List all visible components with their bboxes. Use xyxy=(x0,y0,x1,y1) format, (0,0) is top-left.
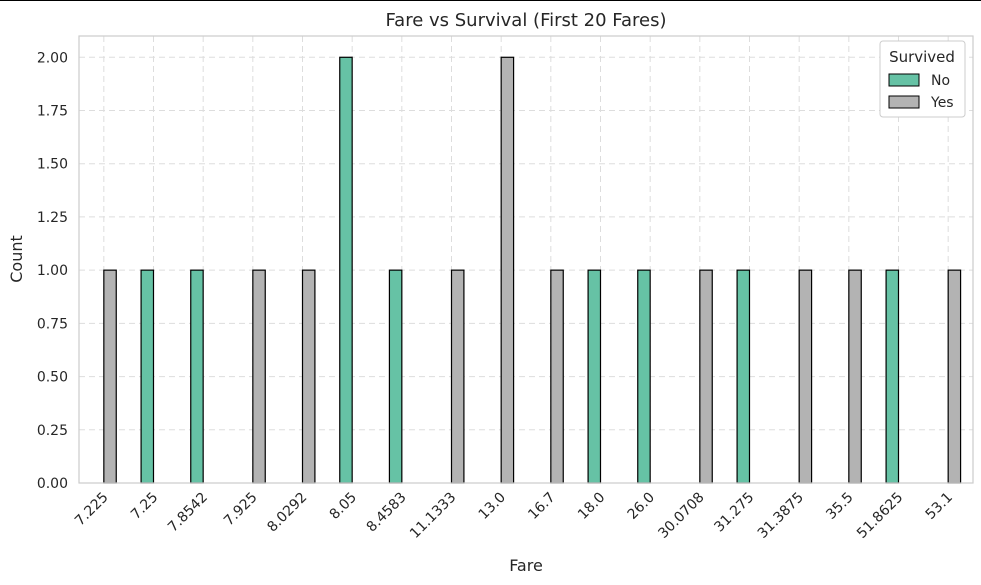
x-tick-label: 8.0292 xyxy=(264,490,310,536)
x-tick-label: 31.275 xyxy=(711,490,757,536)
bar-yes-7.225 xyxy=(103,269,117,484)
y-tick-label: 0.25 xyxy=(37,423,68,439)
y-tick-label: 1.50 xyxy=(37,157,68,173)
bar-yes-7.925 xyxy=(252,269,266,484)
y-tick-labels: 0.00 0.25 0.50 0.75 1.00 1.25 1.50 1.75 2.00 xyxy=(37,50,68,492)
legend-title: Survived xyxy=(889,48,955,66)
bar-yes-31.3875 xyxy=(798,269,813,484)
bar-no-31.275 xyxy=(736,269,751,484)
x-tick-label: 7.225 xyxy=(72,490,112,530)
bar-yes-13.0 xyxy=(500,56,515,484)
y-tick-label: 2.00 xyxy=(37,50,68,66)
bar-no-26.0 xyxy=(637,269,651,484)
bar-yes-16.7 xyxy=(550,269,564,484)
x-tick-label: 7.8542 xyxy=(165,490,211,536)
bar-no-7.25 xyxy=(140,269,155,484)
x-tick-label: 8.4583 xyxy=(364,490,410,536)
legend-label-yes: Yes xyxy=(930,95,954,111)
x-tick-label: 7.925 xyxy=(221,490,261,530)
bar-no-8.4583 xyxy=(388,269,403,484)
y-tick-label: 1.75 xyxy=(37,104,68,120)
x-tick-label: 13.0 xyxy=(476,490,509,523)
plot-frame xyxy=(78,35,974,484)
y-tick-label: 1.25 xyxy=(37,210,68,226)
x-tick-labels: 7.225 7.25 7.8542 7.925 8.0292 8.05 8.458311.1… xyxy=(72,490,956,542)
bar-yes-53.1 xyxy=(947,269,962,484)
x-tick-label: 26.0 xyxy=(625,490,658,523)
bar-no-51.8625 xyxy=(885,269,900,484)
x-tick-label: 51.8625 xyxy=(854,490,906,542)
y-tick-label: 0.00 xyxy=(37,476,68,492)
bar-yes-30.0708 xyxy=(699,269,713,484)
x-tick-label: 7.25 xyxy=(128,490,161,523)
x-tick-label: 18.0 xyxy=(575,490,608,523)
x-tick-label: 11.1333 xyxy=(407,490,459,542)
x-tick-label: 16.7 xyxy=(525,490,558,523)
x-tick-label: 31.3875 xyxy=(755,490,807,542)
grid-layer xyxy=(79,36,973,484)
legend-label-no: No xyxy=(931,73,950,89)
y-tick-label: 1.00 xyxy=(37,263,68,279)
bar-no-7.8542 xyxy=(190,269,204,484)
legend-swatch-no xyxy=(888,73,920,87)
y-tick-label: 0.75 xyxy=(37,316,68,332)
x-axis-label: Fare xyxy=(509,556,543,575)
bar-yes-35.5 xyxy=(848,269,862,484)
bar-yes-11.1333 xyxy=(450,269,465,484)
chart-title: Fare vs Survival (First 20 Fares) xyxy=(385,10,666,31)
bars-layer xyxy=(103,56,962,484)
top-border-line xyxy=(0,0,981,1)
x-tick-label: 30.0708 xyxy=(655,490,707,542)
legend-swatch-yes xyxy=(888,95,920,109)
x-tick-label: 53.1 xyxy=(923,490,956,523)
bar-no-8.05 xyxy=(339,56,353,484)
bar-no-18.0 xyxy=(587,269,602,484)
x-tick-label: 8.05 xyxy=(327,490,360,523)
legend: Survived No Yes xyxy=(879,40,966,118)
y-tick-label: 0.50 xyxy=(37,370,68,386)
x-tick-label: 35.5 xyxy=(823,490,856,523)
bar-yes-8.0292 xyxy=(301,269,316,484)
y-axis-label: Count xyxy=(7,235,26,283)
